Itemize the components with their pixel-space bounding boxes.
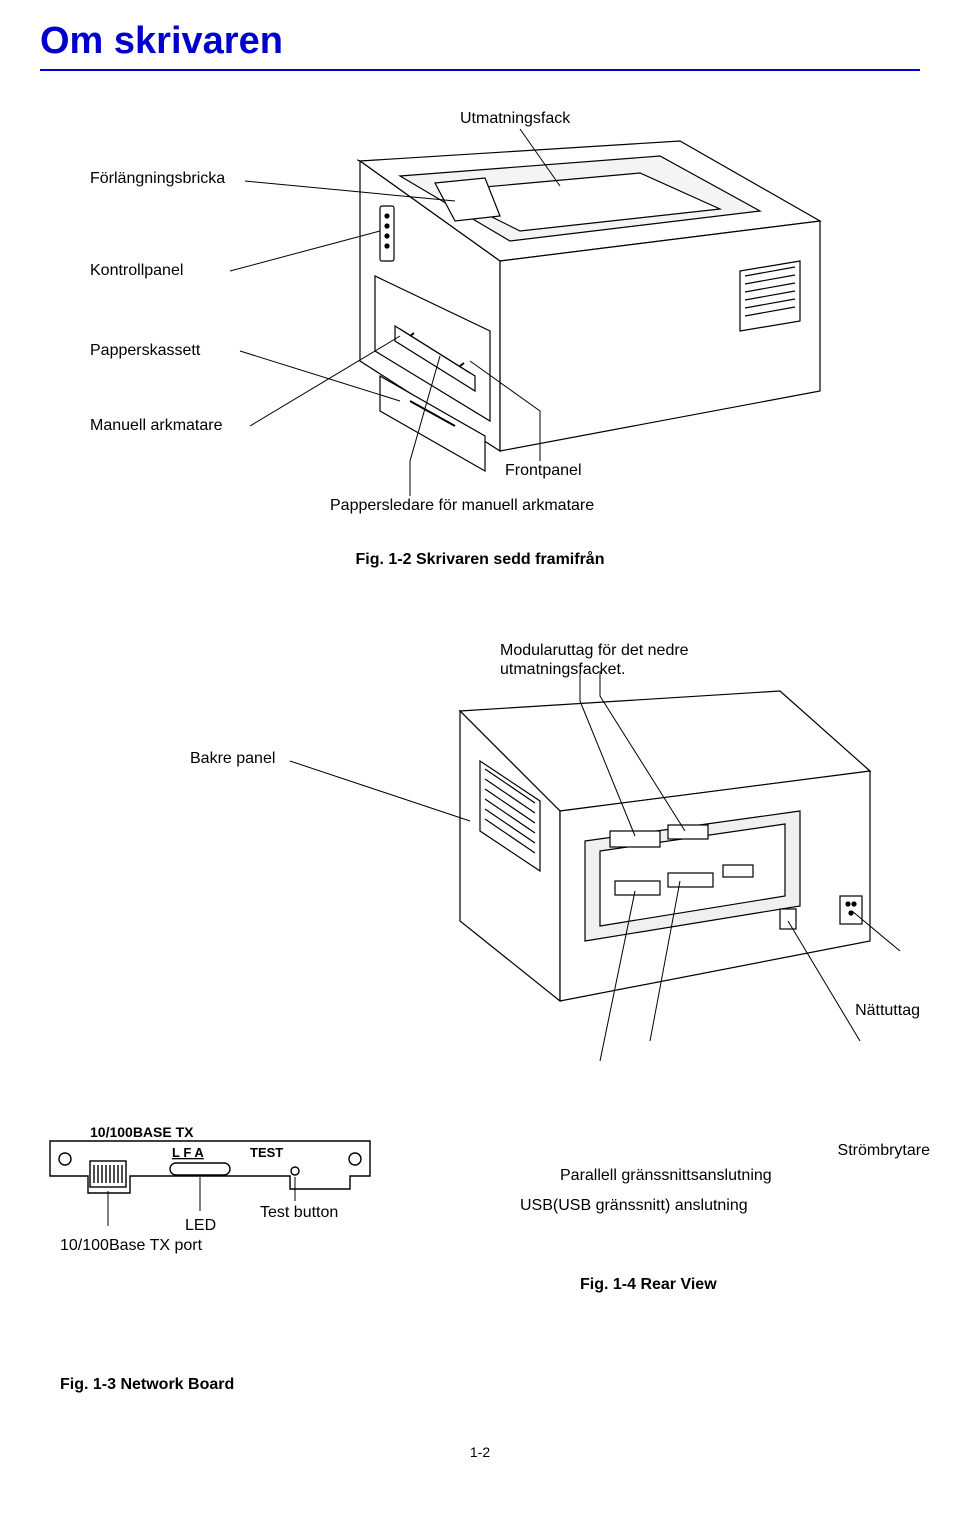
label-parallel: Parallell gränssnittsanslutning (560, 1166, 772, 1185)
bottom-row: 10/100BASE TX L F A TEST Test button LED… (40, 1121, 920, 1394)
label-power-switch: Strömbrytare (838, 1141, 930, 1160)
label-paper-cassette: Papperskassett (90, 341, 200, 360)
label-led: LED (185, 1216, 216, 1235)
label-ac-socket: Nättuttag (855, 1001, 920, 1020)
page-title: Om skrivaren (40, 20, 920, 63)
nb-title-text: 10/100BASE TX (90, 1124, 194, 1140)
rear-bottom-labels: Nättuttag Strömbrytare Parallell gränssn… (440, 1121, 920, 1321)
label-extension-flap: Förlängningsbricka (90, 169, 225, 188)
label-modular-jack: Modularuttag för det nedre utmatningsfac… (500, 641, 720, 679)
title-rule (40, 69, 920, 71)
label-output-tray: Utmatningsfack (460, 109, 570, 128)
front-view-diagram: Utmatningsfack Förlängningsbricka Kontro… (40, 101, 920, 571)
label-rear-panel: Bakre panel (190, 749, 275, 768)
label-control-panel: Kontrollpanel (90, 261, 183, 280)
page-number: 1-2 (40, 1444, 920, 1460)
rear-caption: Fig. 1-4 Rear View (580, 1276, 717, 1294)
label-txport: 10/100Base TX port (60, 1236, 202, 1255)
label-paper-guides: Pappersledare för manuell arkmatare (330, 496, 630, 515)
network-board-caption: Fig. 1-3 Network Board (40, 1376, 400, 1394)
label-front-panel: Frontpanel (505, 461, 582, 480)
nb-test-text: TEST (250, 1145, 283, 1160)
printer-front-svg (40, 101, 920, 531)
rear-view-diagram: Modularuttag för det nedre utmatningsfac… (40, 641, 920, 1081)
label-usb: USB(USB gränssnitt) anslutning (520, 1196, 748, 1215)
label-manual-feeder: Manuell arkmatare (90, 416, 223, 435)
network-board-block: 10/100BASE TX L F A TEST Test button LED… (40, 1121, 400, 1394)
front-caption: Fig. 1-2 Skrivaren sedd framifrån (40, 551, 920, 569)
printer-rear-svg (40, 641, 920, 1081)
label-test-button: Test button (260, 1203, 338, 1222)
nb-lfa-text: L F A (172, 1145, 204, 1160)
